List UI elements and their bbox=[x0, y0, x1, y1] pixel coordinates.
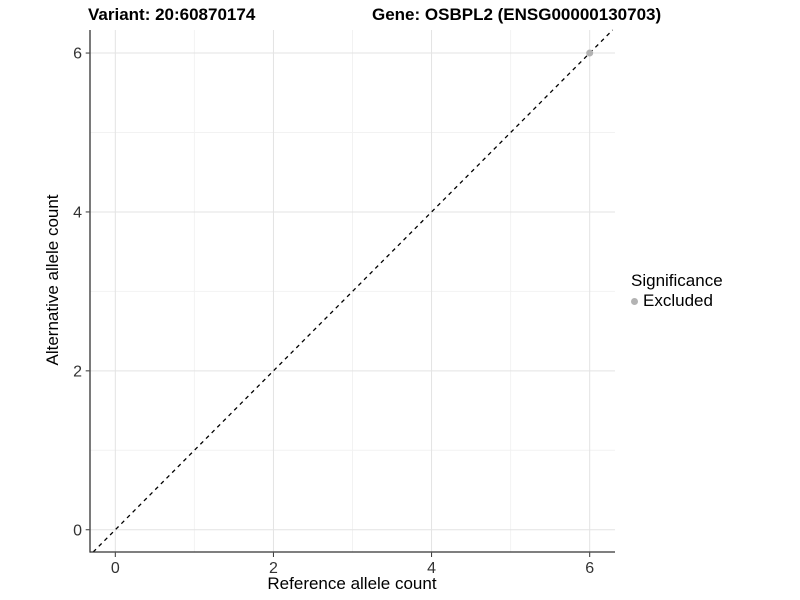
y-tick-label: 2 bbox=[73, 363, 82, 380]
y-tick-label: 4 bbox=[73, 204, 82, 221]
y-tick-label: 0 bbox=[73, 522, 82, 539]
chart-geometry bbox=[92, 29, 614, 553]
x-tick-label: 0 bbox=[111, 560, 120, 577]
major-gridlines bbox=[90, 30, 615, 552]
x-tick-label: 6 bbox=[585, 560, 594, 577]
data-point-excluded bbox=[586, 49, 594, 57]
x-tick-label: 2 bbox=[269, 560, 278, 577]
legend-item-excluded: Excluded bbox=[631, 291, 723, 311]
excluded-point-icon bbox=[631, 297, 638, 305]
minor-gridlines bbox=[90, 30, 615, 552]
legend: Significance Excluded bbox=[631, 271, 723, 311]
plot-title-variant: Variant: 20:60870174 bbox=[88, 5, 256, 24]
legend-item-label: Excluded bbox=[643, 291, 713, 310]
x-axis-title: Reference allele count bbox=[267, 574, 436, 593]
y-tick-label: 6 bbox=[73, 46, 82, 63]
legend-title: Significance bbox=[631, 271, 723, 290]
x-tick-label: 4 bbox=[427, 560, 436, 577]
axis-lines-and-ticks bbox=[85, 30, 615, 557]
y-axis-title: Alternative allele count bbox=[43, 194, 62, 365]
tick-labels: 0 2 4 6 0 2 4 6 bbox=[73, 46, 594, 577]
identity-line bbox=[92, 29, 614, 553]
plot-title-gene: Gene: OSBPL2 (ENSG00000130703) bbox=[372, 5, 662, 24]
